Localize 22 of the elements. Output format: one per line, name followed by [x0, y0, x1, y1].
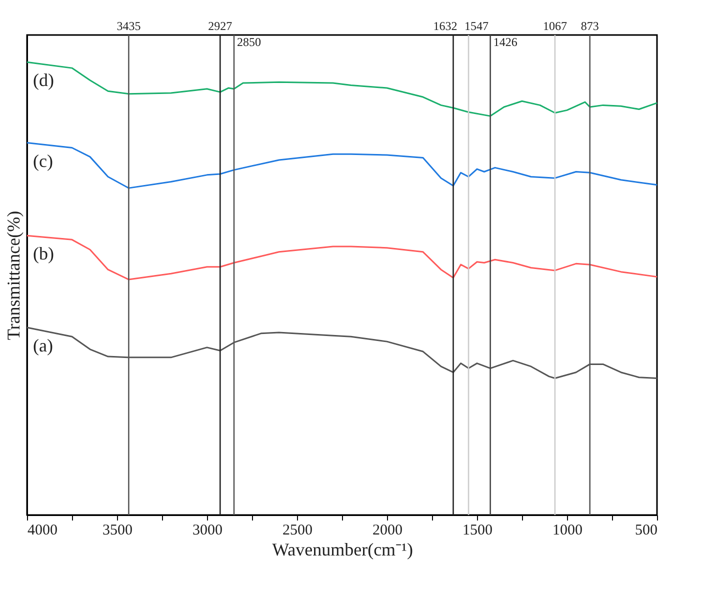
x-tick-label: 3500 [102, 522, 132, 538]
x-axis-title: Wavenumber(cm⁻¹) [272, 540, 413, 560]
y-axis-title: Transmittance(%) [4, 210, 24, 340]
series-label: (c) [33, 150, 53, 171]
x-tick-label: 1500 [462, 522, 492, 538]
ref-line-label: 2850 [237, 35, 261, 49]
ref-line-label: 873 [580, 19, 599, 33]
x-tick-label: 2000 [372, 522, 402, 538]
x-tick-label: 1000 [552, 522, 582, 538]
ref-line-label: 2927 [208, 19, 232, 33]
x-tick-label: 4000 [28, 522, 58, 538]
x-tick-label: 2500 [282, 522, 312, 538]
series-label: (b) [33, 244, 54, 264]
ref-line-label: 1067 [542, 19, 567, 33]
series-label: (a) [33, 336, 53, 356]
ref-line-label: 1426 [493, 35, 518, 49]
series-label: (d) [33, 70, 54, 90]
x-tick-label: 3000 [192, 522, 222, 538]
ref-line-label: 3435 [116, 19, 141, 33]
ref-line-label: 1632 [433, 19, 458, 33]
x-tick-label: 500 [635, 522, 658, 538]
ref-line-label: 1547 [464, 19, 489, 33]
